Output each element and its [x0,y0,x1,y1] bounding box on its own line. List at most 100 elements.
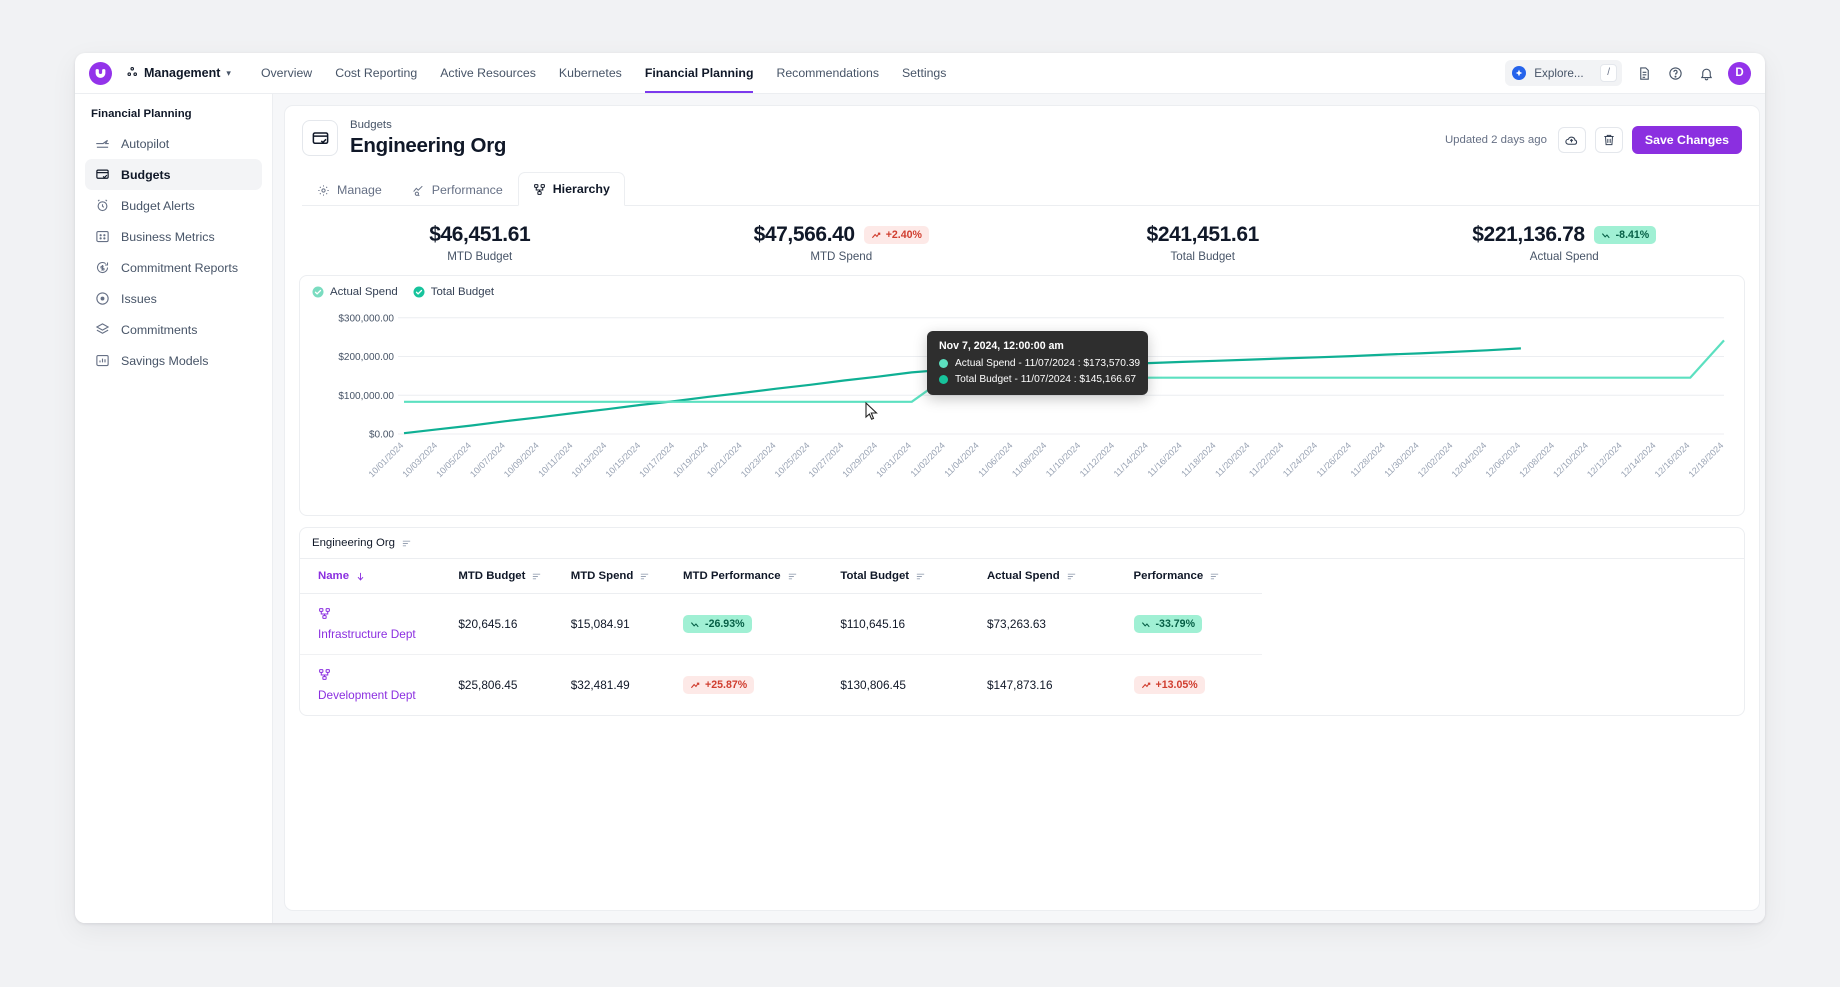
cell-actual-spend: $147,873.16 [986,678,1053,692]
nav-link-overview[interactable]: Overview [260,66,313,80]
sidebar-item-budget-alerts[interactable]: Budget Alerts [85,190,262,221]
legend-label: Total Budget [430,286,495,298]
column-header-name[interactable]: Name [300,559,459,594]
sidebar-item-label: Issues [121,291,157,306]
badge-text: -26.93% [705,618,745,630]
filter-icon [531,571,542,582]
help-icon[interactable] [1666,64,1684,82]
page-title: Engineering Org [350,134,507,157]
column-header-mtd-spend[interactable]: MTD Spend [570,559,684,594]
row-name-link[interactable]: Infrastructure Dept [318,627,416,641]
budget-icon [302,120,338,156]
explore-label: Explore... [1534,66,1584,80]
column-header-total-budget[interactable]: Total Budget [840,559,987,594]
chart-x-axis-labels: 10/01/202410/03/202410/05/202410/07/2024… [366,440,1725,479]
nav-link-recommendations[interactable]: Recommendations [776,66,879,80]
nav-link-cost-reporting[interactable]: Cost Reporting [335,66,418,80]
chart-plot-area[interactable]: $0.00 $100,000.00 $200,000.00 $300,000.00 1… [312,304,1732,509]
svg-text:11/12/2024: 11/12/2024 [1078,440,1116,478]
kpi-actual-spend: $221,136.78 -8.41% Actual Spend [1384,223,1746,263]
svg-text:11/04/2024: 11/04/2024 [942,440,980,478]
breadcrumb[interactable]: Budgets [350,119,392,131]
nav-link-settings[interactable]: Settings [901,66,947,80]
chart-series [403,339,1725,435]
cell-total-budget: $110,645.16 [840,593,987,655]
column-label: MTD Spend [570,570,634,582]
tab-label: Manage [337,183,382,197]
svg-text:11/28/2024: 11/28/2024 [1348,440,1386,478]
column-header-mtd-performance[interactable]: MTD Performance [683,559,841,594]
svg-text:10/09/2024: 10/09/2024 [502,440,541,479]
tab-label: Hierarchy [552,182,610,196]
refresh-dollar-icon [95,260,110,275]
sidebar-item-commitments[interactable]: Commitments [85,314,262,345]
status-badge: +13.05% [1133,676,1205,694]
bell-icon[interactable] [1697,64,1715,82]
svg-text:$200,000.00: $200,000.00 [338,352,394,363]
filter-icon [787,571,798,582]
filter-icon [1066,571,1077,582]
column-header-actual-spend[interactable]: Actual Spend [986,559,1134,594]
nav-link-financial-planning[interactable]: Financial Planning [644,53,754,93]
hierarchy-icon [533,183,546,196]
table-row[interactable]: Development Dept $25,806.45 $32,481.49 +… [300,655,1262,716]
svg-text:11/06/2024: 11/06/2024 [976,440,1014,478]
cell-total-budget: $130,806.45 [840,678,906,692]
sidebar-item-commitment-reports[interactable]: Commitment Reports [85,252,262,283]
chart-hover-point [1026,362,1035,371]
sidebar-item-label: Budget Alerts [121,198,195,213]
cloud-upload-icon[interactable] [1557,127,1586,153]
table-row[interactable]: Infrastructure Dept $20,645.16 $15,084.9… [300,593,1262,655]
filter-icon[interactable] [401,538,412,549]
sidebar-item-budgets[interactable]: Budgets [85,159,262,190]
chart-gridlines [398,317,1724,435]
column-header-mtd-budget[interactable]: MTD Budget [458,559,571,594]
svg-text:$100,000.00: $100,000.00 [338,391,394,402]
svg-text:11/08/2024: 11/08/2024 [1010,440,1048,478]
legend-item-actual-spend[interactable]: Actual Spend [312,286,398,298]
sidebar: Financial Planning Autopilot Budgets [75,94,273,923]
svg-text:10/01/2024: 10/01/2024 [366,440,405,479]
sidebar-item-issues[interactable]: Issues [85,283,262,314]
badge-text: -33.79% [1155,618,1195,630]
explore-search-button[interactable]: Explore... / [1505,60,1622,86]
layers-icon [95,322,110,337]
filter-icon [1209,571,1220,582]
kpi-label: Total Budget [1170,250,1235,263]
svg-text:10/27/2024: 10/27/2024 [806,440,845,479]
svg-text:10/19/2024: 10/19/2024 [671,440,710,479]
tab-hierarchy[interactable]: Hierarchy [517,172,625,206]
tab-manage[interactable]: Manage [302,173,397,206]
cell-mtd-spend: $32,481.49 [570,678,630,692]
explore-icon [1512,66,1527,80]
primary-nav: Overview Cost Reporting Active Resources… [261,53,946,93]
legend-item-total-budget[interactable]: Total Budget [413,286,494,298]
svg-text:11/20/2024: 11/20/2024 [1213,440,1251,478]
kpi-mtd-budget: $46,451.61 MTD Budget [299,223,661,263]
avatar[interactable]: D [1728,61,1751,85]
brand-logo-icon[interactable] [89,61,112,85]
budget-detail-panel: Budgets Engineering Org Updated 2 days a… [284,105,1760,911]
sidebar-item-autopilot[interactable]: Autopilot [85,128,262,159]
kpi-value: $241,451.61 [1146,223,1260,246]
sidebar-item-savings-models[interactable]: Savings Models [85,345,262,376]
workspace-switcher[interactable]: Management ▾ [126,65,231,81]
gear-icon [317,184,330,197]
kpi-value: $46,451.61 [429,223,531,246]
svg-text:10/17/2024: 10/17/2024 [637,440,676,479]
trash-icon[interactable] [1594,127,1623,153]
row-name-link[interactable]: Development Dept [318,688,416,702]
tab-performance[interactable]: Performance [397,173,518,206]
hierarchy-icon [318,607,458,623]
sidebar-item-business-metrics[interactable]: Business Metrics [85,221,262,252]
series-line-actual-spend [403,347,1521,435]
spend-chart-card: Actual Spend Total Budget [299,275,1745,516]
explore-shortcut-key: / [1600,64,1617,82]
nav-link-active-resources[interactable]: Active Resources [440,66,536,80]
svg-text:12/10/2024: 12/10/2024 [1551,440,1590,479]
docs-icon[interactable] [1635,64,1653,82]
save-changes-button[interactable]: Save Changes [1631,126,1742,154]
cell-name: Infrastructure Dept [300,593,459,655]
column-header-performance[interactable]: Performance [1133,559,1262,594]
nav-link-kubernetes[interactable]: Kubernetes [558,66,622,80]
